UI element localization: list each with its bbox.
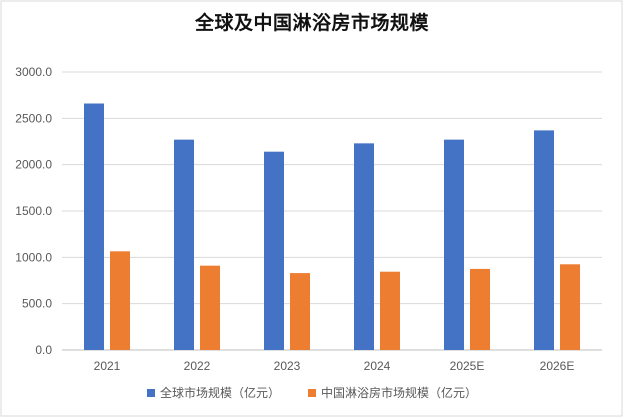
y-tick-label: 1000.0: [15, 250, 52, 264]
y-tick-label: 2000.0: [15, 158, 52, 172]
bar-china-2026E: [560, 264, 580, 350]
legend-label-global: 全球市场规模（亿元）: [159, 386, 280, 400]
y-tick-label: 500.0: [22, 297, 52, 311]
gridlines: [62, 71, 602, 305]
legend-item-china: 中国淋浴房市场规模（亿元）: [308, 384, 477, 401]
x-tick-label: 2024: [364, 359, 391, 373]
x-tick-label: 2022: [184, 359, 211, 373]
bar-global-2021: [84, 103, 104, 350]
legend: 全球市场规模（亿元） 中国淋浴房市场规模（亿元）: [0, 384, 624, 401]
x-tick-label: 2025E: [450, 359, 485, 373]
bar-global-2023: [264, 151, 284, 350]
y-tick-label: 0.0: [35, 343, 52, 357]
legend-label-china: 中国淋浴房市场规模（亿元）: [321, 386, 478, 400]
bar-china-2024: [380, 271, 400, 350]
bar-global-2022: [174, 139, 194, 350]
bar-china-2023: [290, 273, 310, 350]
y-tick-label: 1500.0: [15, 204, 52, 218]
y-tick-label: 3000.0: [15, 65, 52, 79]
bar-global-2024: [354, 143, 374, 350]
x-tick-label: 2021: [94, 359, 121, 373]
x-tick-label: 2023: [274, 359, 301, 373]
bar-china-2021: [110, 251, 130, 350]
legend-swatch-global: [146, 388, 155, 397]
x-tick-label: 2026E: [540, 359, 575, 373]
bars: [84, 103, 580, 350]
legend-item-global: 全球市场规模（亿元）: [146, 384, 280, 401]
bar-global-2026E: [534, 130, 554, 350]
tick-labels: 0.0 500.0 1000.0 1500.0 2000.0 2500.0 3000.0 20…: [15, 65, 574, 373]
bar-china-2022: [200, 265, 220, 350]
y-tick-label: 2500.0: [15, 111, 52, 125]
bar-china-2025E: [470, 268, 490, 350]
chart-title: 全球及中国淋浴房市场规模: [194, 12, 429, 34]
bar-global-2025E: [444, 139, 464, 350]
legend-swatch-china: [308, 388, 316, 397]
